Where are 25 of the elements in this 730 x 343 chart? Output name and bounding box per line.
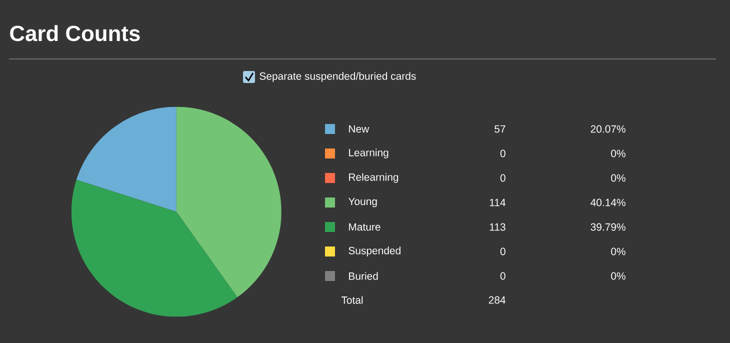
data-label: 40.14% <box>590 198 626 206</box>
text: 0 <box>500 150 506 158</box>
text: 114 <box>490 198 506 206</box>
text: Total <box>341 296 363 304</box>
chart-title: Card Counts <box>10 25 140 42</box>
data-label: 20.07% <box>590 125 626 133</box>
text: 0% <box>611 272 626 280</box>
text: 0% <box>611 248 626 256</box>
text: 284 <box>488 296 506 304</box>
text: 0 <box>500 272 506 280</box>
data-label: 39.79% <box>590 223 626 231</box>
text: Separate suspended/buried cards <box>260 72 416 82</box>
legend-label: Mature <box>349 223 380 231</box>
text: 0 <box>500 174 506 182</box>
text: 57 <box>494 125 506 133</box>
legend-label: New <box>349 125 370 133</box>
legend-label: Young <box>348 198 377 208</box>
text: 0 <box>500 248 506 256</box>
text: 0% <box>611 150 626 158</box>
legend-label: Relearning <box>349 173 398 183</box>
legend-label: Learning <box>349 148 388 158</box>
text: 0% <box>611 174 626 182</box>
text: 113 <box>490 223 506 231</box>
legend-label: Buried <box>349 272 378 280</box>
legend-label: Suspended <box>348 246 400 256</box>
